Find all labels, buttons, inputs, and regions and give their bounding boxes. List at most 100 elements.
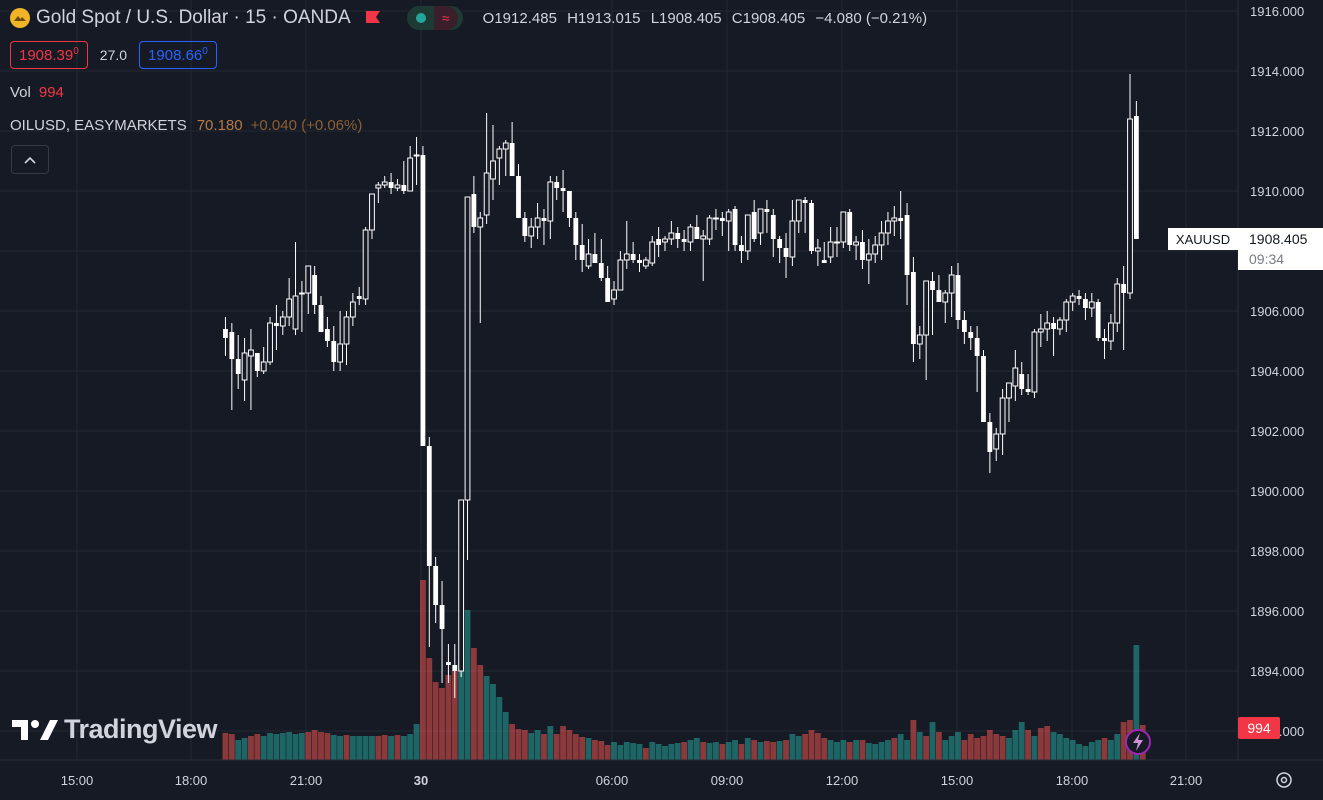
- volume-bar: [1025, 730, 1031, 760]
- lightning-icon[interactable]: [1125, 729, 1151, 755]
- candle-body: [974, 338, 980, 356]
- buy-button[interactable]: 1908.660: [139, 41, 217, 69]
- price-tag: XAUUSD 1908.405 09:34: [1168, 228, 1323, 270]
- candle-body: [1114, 283, 1121, 324]
- settings-icon[interactable]: [1276, 772, 1292, 788]
- candle-body: [751, 212, 757, 239]
- volume-bar: [1069, 740, 1076, 760]
- volume-bars: [222, 580, 1146, 760]
- volume-bar: [1095, 740, 1102, 760]
- candle-body: [878, 232, 885, 246]
- sell-button[interactable]: 1908.390: [10, 41, 88, 69]
- ask-price-sup: 0: [202, 46, 208, 57]
- flag-icon[interactable]: [365, 10, 381, 26]
- collapse-chevron-icon[interactable]: [11, 145, 49, 174]
- volume-bar: [1057, 734, 1063, 760]
- time-tick-label: 06:00: [596, 773, 629, 788]
- wave-icon: ≈: [433, 6, 458, 30]
- tradingview-logo[interactable]: TradingView: [12, 714, 218, 745]
- volume-label[interactable]: Vol: [10, 84, 31, 101]
- candle-body: [312, 275, 318, 305]
- candle-body: [235, 359, 241, 374]
- volume-bar: [1101, 738, 1108, 760]
- volume-bar: [649, 742, 656, 760]
- compare-symbol[interactable]: OILUSD, EASYMARKETS: [10, 117, 187, 134]
- volume-bar: [394, 735, 401, 760]
- candle-body: [446, 662, 451, 665]
- volume-bar: [751, 740, 758, 760]
- volume-bar: [388, 736, 394, 760]
- candle-body: [732, 209, 738, 245]
- candle-body: [496, 148, 503, 159]
- price-tag-symbol: XAUUSD: [1176, 232, 1230, 247]
- candle-body: [757, 208, 764, 234]
- grid: [0, 0, 1238, 760]
- candle-body: [930, 281, 935, 290]
- volume-bar: [725, 742, 732, 760]
- volume-bar: [1088, 742, 1095, 760]
- price-tick-label: 1904.000: [1250, 364, 1304, 379]
- volume-bar: [706, 743, 713, 760]
- volume-bar: [674, 743, 681, 760]
- volume-value: 994: [38, 84, 64, 101]
- time-axis[interactable]: 15:00 18:00 21:00 30 06:00 09:00 12:00 15:00 18:…: [61, 773, 1203, 788]
- candle-body: [687, 226, 694, 243]
- candle-body: [1057, 319, 1063, 330]
- candle-body: [337, 343, 344, 363]
- candle-body: [279, 316, 286, 327]
- price-tag-price: 1908.405: [1249, 231, 1308, 247]
- candle-body: [1088, 301, 1095, 309]
- candle-body: [611, 289, 617, 300]
- candle-body: [286, 298, 293, 318]
- candle-body: [662, 238, 668, 243]
- volume-bar: [369, 736, 375, 760]
- candle-body: [573, 218, 579, 245]
- candle-body: [955, 275, 961, 320]
- candle-body: [923, 280, 930, 336]
- time-tick-label: 15:00: [941, 773, 974, 788]
- candle-body: [369, 193, 375, 231]
- volume-bar: [375, 736, 382, 760]
- volume-bar: [693, 738, 700, 760]
- volume-bar: [426, 658, 433, 760]
- time-tick-label: 21:00: [290, 773, 323, 788]
- volume-bar: [464, 610, 471, 760]
- candle-body: [809, 203, 814, 251]
- price-tick-label: 1912.000: [1250, 124, 1304, 139]
- volume-bar: [846, 742, 853, 760]
- candle-body: [656, 239, 662, 245]
- volume-bar: [955, 732, 961, 760]
- candle-body: [471, 194, 477, 227]
- candle-body: [694, 227, 700, 239]
- candle-body: [802, 200, 808, 203]
- candle-body: [795, 199, 802, 222]
- candle-body: [987, 422, 993, 452]
- volume-bar: [1037, 728, 1044, 760]
- candle-body: [388, 182, 394, 188]
- price-axis[interactable]: 1916.0001914.0001912.0001910.0001908.000…: [1250, 4, 1304, 739]
- candle-body: [649, 241, 656, 264]
- tradingview-logo-text: TradingView: [64, 714, 218, 744]
- candle-body: [579, 245, 585, 260]
- candle-body: [464, 196, 471, 501]
- candle-body: [274, 323, 279, 326]
- candle-body: [349, 301, 356, 318]
- candle-body: [1083, 299, 1088, 308]
- candle-body: [502, 142, 509, 150]
- candle-body: [223, 329, 228, 338]
- indicator-pill[interactable]: ≈: [406, 6, 463, 30]
- volume-bar: [407, 734, 414, 760]
- volume-bar: [579, 737, 586, 760]
- price-tick-label: 1916.000: [1250, 4, 1304, 19]
- candle-body: [490, 160, 496, 180]
- volume-bar: [509, 724, 516, 760]
- volume-bar: [668, 744, 675, 760]
- candle-body: [853, 241, 859, 246]
- volume-bar: [241, 738, 248, 760]
- symbol-title[interactable]: Gold Spot / U.S. Dollar · 15 · OANDA: [36, 7, 351, 28]
- candle-body: [1133, 116, 1139, 239]
- volume-bar: [598, 741, 605, 760]
- candle-body: [961, 320, 967, 332]
- volume-bar: [362, 736, 369, 760]
